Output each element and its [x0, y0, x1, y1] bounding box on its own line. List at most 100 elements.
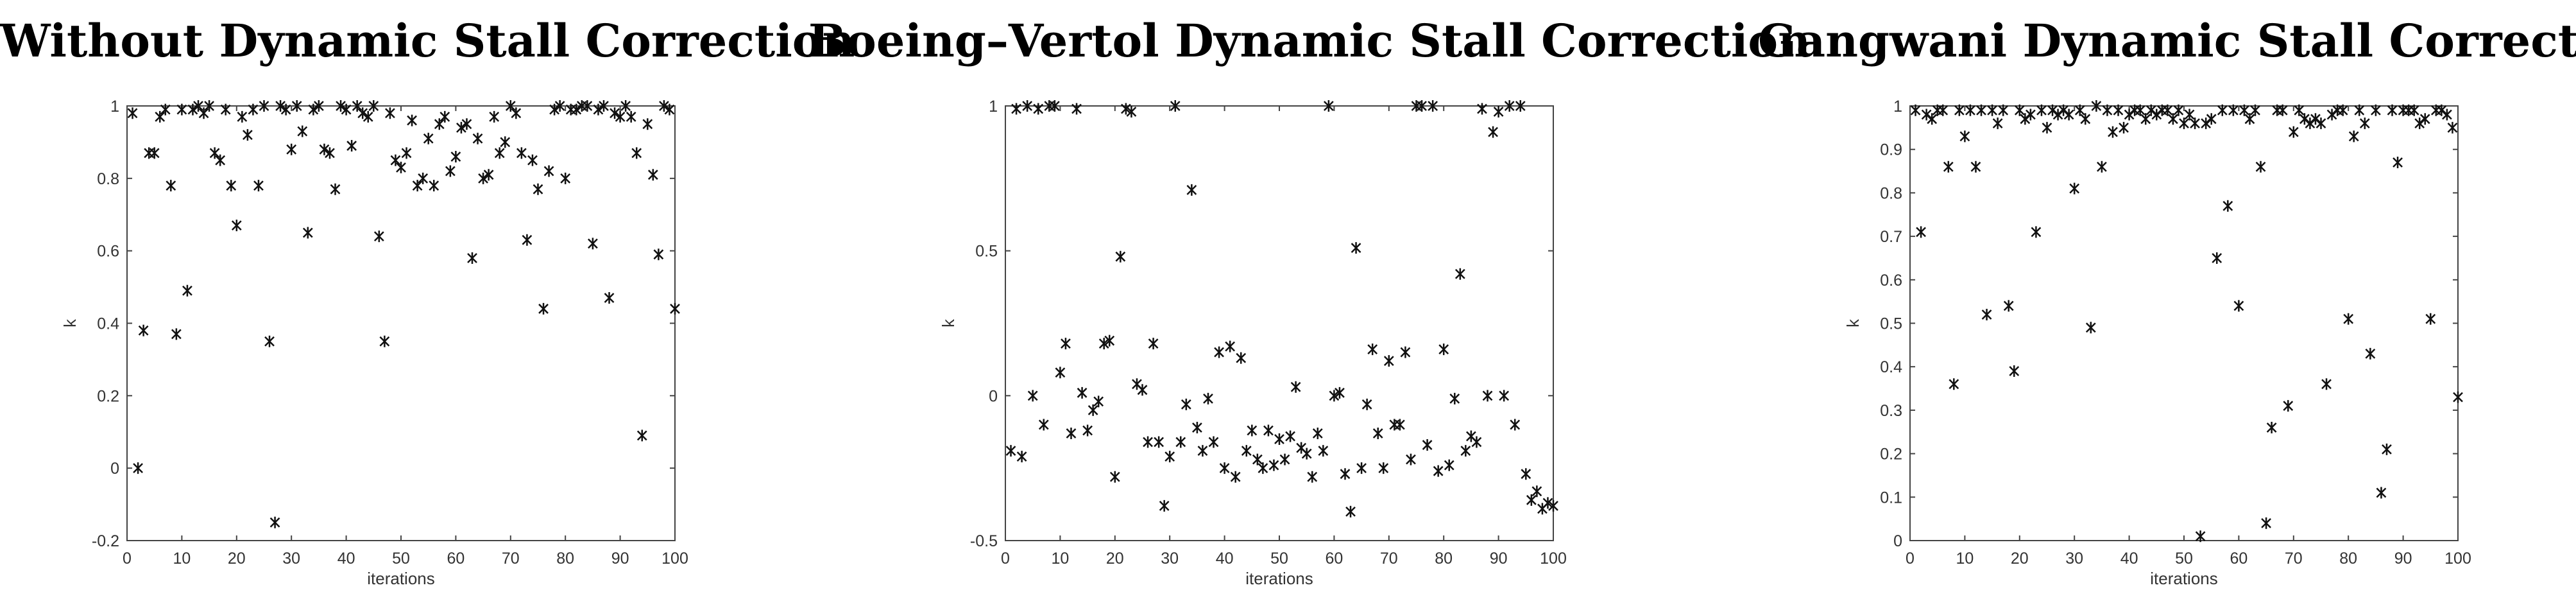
data-point — [2020, 113, 2031, 125]
data-point — [2359, 117, 2370, 130]
data-point — [2184, 109, 2195, 121]
data-point — [2310, 113, 2321, 125]
data-point — [1433, 465, 1444, 477]
data-point — [1120, 103, 1131, 115]
x-tick-label: 10 — [1956, 550, 1974, 568]
x-tick-label: 100 — [1540, 550, 1567, 568]
data-point — [2244, 113, 2255, 125]
data-point — [2239, 104, 2249, 116]
data-point — [1148, 338, 1159, 350]
data-point — [2042, 121, 2052, 134]
data-point — [187, 103, 198, 116]
data-point — [2436, 104, 2447, 116]
data-point — [1126, 106, 1137, 118]
data-point — [1307, 471, 1318, 483]
data-point — [1916, 226, 1926, 238]
data-point — [314, 100, 324, 112]
data-point — [291, 100, 302, 112]
data-point — [1515, 100, 1526, 112]
data-point — [2162, 104, 2173, 116]
data-point — [1383, 355, 1394, 367]
data-point — [450, 150, 461, 162]
data-point — [2080, 113, 2091, 125]
data-point — [2425, 313, 2436, 325]
data-point — [198, 107, 209, 119]
data-point — [472, 132, 483, 144]
data-point — [2003, 300, 2014, 312]
x-tick-label: 0 — [123, 550, 132, 568]
data-point — [325, 147, 335, 159]
data-point — [407, 114, 417, 126]
data-point — [127, 107, 138, 119]
data-point — [373, 230, 384, 243]
data-point — [2403, 104, 2414, 116]
data-point — [341, 103, 352, 116]
data-point — [1394, 419, 1405, 431]
data-point — [664, 103, 675, 116]
data-point — [155, 110, 166, 123]
y-tick-label: 0 — [989, 387, 998, 405]
data-point — [2140, 113, 2151, 125]
data-point — [2102, 104, 2113, 116]
data-point — [1312, 428, 1323, 440]
data-point — [1335, 387, 1345, 399]
x-tick-label: 30 — [2065, 550, 2083, 568]
data-point — [1005, 445, 1016, 457]
y-tick-label: 0.1 — [1880, 489, 1902, 507]
data-point — [215, 154, 226, 166]
data-point — [2212, 252, 2222, 264]
data-point — [1526, 494, 1537, 506]
data-point — [2222, 200, 2233, 212]
data-point — [336, 100, 346, 112]
data-point — [1186, 184, 1197, 196]
data-point — [1082, 424, 1093, 437]
data-point — [461, 118, 472, 130]
y-tick-label: 0.7 — [1880, 228, 1902, 246]
data-point — [1531, 485, 1542, 498]
data-point — [2124, 109, 2135, 121]
data-point — [604, 292, 615, 304]
data-point — [1987, 104, 1997, 116]
data-point — [2151, 109, 2162, 121]
data-point — [445, 165, 456, 177]
data-point — [511, 107, 522, 119]
data-point — [1970, 161, 1981, 173]
data-point — [626, 110, 636, 123]
data-point — [2168, 113, 2178, 125]
data-point — [1361, 398, 1372, 410]
data-point — [2442, 109, 2452, 121]
data-point — [429, 180, 439, 192]
data-point — [2206, 113, 2217, 125]
data-point — [505, 100, 516, 112]
data-point — [2069, 182, 2080, 195]
data-point — [1301, 447, 1312, 460]
data-point — [565, 103, 576, 116]
data-point — [1378, 462, 1389, 474]
x-tick-label: 20 — [1106, 550, 1124, 568]
data-point — [1910, 104, 1921, 116]
data-point — [543, 165, 554, 177]
data-point — [1033, 103, 1044, 115]
data-point — [1077, 387, 1088, 399]
data-point — [588, 238, 598, 250]
data-point — [2031, 226, 2042, 238]
data-point — [516, 147, 527, 159]
data-point — [456, 121, 466, 134]
x-tick-label: 0 — [1906, 550, 1915, 568]
data-point — [1323, 100, 1334, 112]
data-point — [2299, 113, 2310, 125]
data-point — [1170, 100, 1181, 112]
x-tick-label: 40 — [1216, 550, 1234, 568]
data-point — [133, 462, 143, 474]
data-point — [1011, 103, 1021, 115]
data-point — [1115, 250, 1126, 263]
x-tick-label: 70 — [502, 550, 520, 568]
data-point — [1389, 419, 1400, 431]
x-tick-label: 30 — [1161, 550, 1179, 568]
data-point — [390, 154, 401, 166]
x-tick-label: 100 — [661, 550, 688, 568]
data-point — [396, 161, 406, 173]
y-tick-label: 0.5 — [975, 243, 998, 261]
data-point — [1219, 462, 1230, 474]
y-tick-label: 0 — [110, 460, 119, 478]
